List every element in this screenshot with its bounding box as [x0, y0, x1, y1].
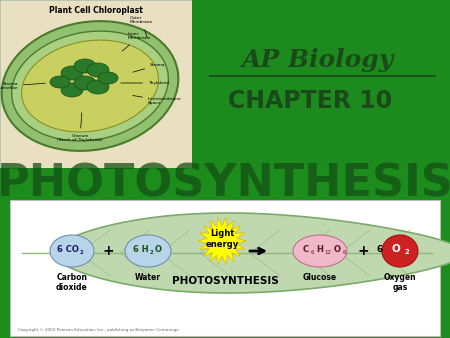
- Text: Stroma: Stroma: [133, 63, 166, 72]
- Ellipse shape: [74, 59, 96, 73]
- Text: 12: 12: [324, 249, 332, 255]
- Text: 2: 2: [79, 249, 83, 255]
- Text: Thylakoid: Thylakoid: [121, 81, 169, 85]
- Ellipse shape: [74, 76, 96, 90]
- Ellipse shape: [87, 80, 109, 94]
- Text: O: O: [154, 244, 162, 254]
- Text: Copyright © 2003 Pearson Education, Inc., publishing as Benjamin Cummings.: Copyright © 2003 Pearson Education, Inc.…: [18, 328, 180, 332]
- Ellipse shape: [61, 66, 83, 80]
- Text: O: O: [333, 244, 341, 254]
- Text: C: C: [303, 244, 309, 254]
- Text: Oxygen
gas: Oxygen gas: [384, 273, 416, 292]
- Text: Stroma
Lamellae: Stroma Lamellae: [0, 82, 45, 90]
- Ellipse shape: [12, 31, 168, 141]
- Text: PHOTOSYNTHESIS: PHOTOSYNTHESIS: [0, 163, 450, 206]
- Text: Inner
Membrane: Inner Membrane: [122, 32, 151, 51]
- Text: Intermembrane
Space: Intermembrane Space: [133, 95, 182, 105]
- FancyBboxPatch shape: [0, 168, 450, 200]
- Text: 6: 6: [310, 249, 314, 255]
- Text: PHOTOSYNTHESIS: PHOTOSYNTHESIS: [171, 276, 279, 286]
- Polygon shape: [54, 213, 450, 293]
- Ellipse shape: [98, 72, 118, 84]
- Text: 6 H: 6 H: [133, 244, 149, 254]
- Ellipse shape: [2, 21, 178, 151]
- Text: 2: 2: [405, 249, 410, 255]
- Text: 6: 6: [377, 244, 383, 254]
- Text: 6: 6: [342, 249, 346, 255]
- Text: H: H: [316, 244, 324, 254]
- Ellipse shape: [61, 83, 83, 97]
- Text: Outer
Membrane: Outer Membrane: [130, 16, 153, 38]
- FancyBboxPatch shape: [0, 0, 192, 170]
- Text: Water: Water: [135, 273, 161, 282]
- Text: 6 CO: 6 CO: [57, 244, 79, 254]
- Ellipse shape: [382, 235, 418, 267]
- Text: 2: 2: [150, 249, 154, 255]
- FancyBboxPatch shape: [192, 0, 450, 170]
- Polygon shape: [198, 217, 246, 265]
- Text: +: +: [102, 244, 114, 258]
- Ellipse shape: [50, 76, 70, 88]
- Ellipse shape: [22, 40, 158, 132]
- Text: Carbon
dioxide: Carbon dioxide: [56, 273, 88, 292]
- FancyBboxPatch shape: [10, 200, 440, 336]
- Text: Glucose: Glucose: [303, 273, 337, 282]
- Text: AP Biology: AP Biology: [242, 48, 394, 72]
- Ellipse shape: [50, 235, 94, 267]
- Ellipse shape: [125, 235, 171, 267]
- Ellipse shape: [87, 63, 109, 77]
- Text: Plant Cell Chloroplast: Plant Cell Chloroplast: [49, 6, 143, 15]
- Ellipse shape: [293, 235, 347, 267]
- Text: O: O: [392, 244, 400, 254]
- Text: Light
energy: Light energy: [205, 229, 239, 249]
- Text: CHAPTER 10: CHAPTER 10: [228, 89, 392, 113]
- Text: Granum
(Stack of Thylakoids): Granum (Stack of Thylakoids): [57, 113, 103, 142]
- Text: +: +: [357, 244, 369, 258]
